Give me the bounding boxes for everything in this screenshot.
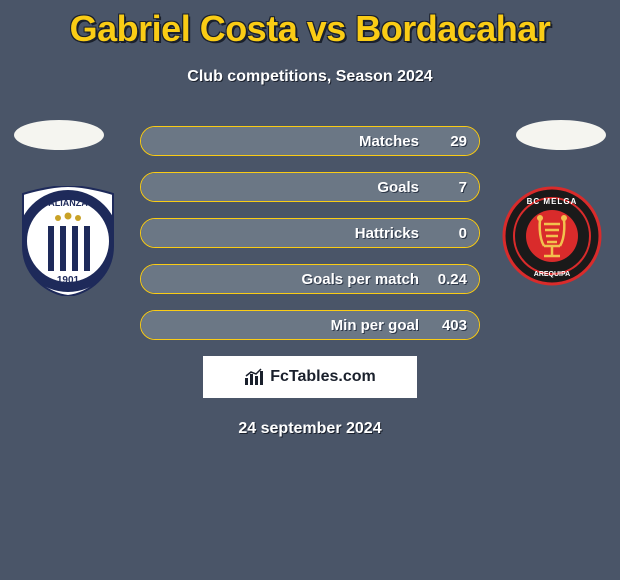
stat-row: Min per goal 403 xyxy=(140,310,480,340)
brand-text: FcTables.com xyxy=(270,368,376,386)
stat-value: 29 xyxy=(450,127,467,155)
club-badge-right: BC MELGA AREQUIPA xyxy=(502,186,602,296)
alianza-lima-crest-icon: ALIANZA CLUB LIMA 1901 xyxy=(18,186,118,296)
fbc-melgar-crest-icon: BC MELGA AREQUIPA xyxy=(502,186,602,296)
stat-value: 403 xyxy=(442,311,467,339)
svg-text:1901: 1901 xyxy=(57,275,80,286)
stat-label: Goals xyxy=(141,173,423,201)
stat-label: Min per goal xyxy=(141,311,423,339)
stat-value: 7 xyxy=(459,173,467,201)
subtitle: Club competitions, Season 2024 xyxy=(0,68,620,86)
svg-text:CLUB: CLUB xyxy=(29,234,36,253)
svg-text:LIMA: LIMA xyxy=(100,235,107,252)
stat-label: Matches xyxy=(141,127,423,155)
player-head-left xyxy=(14,120,104,150)
stat-label: Hattricks xyxy=(141,219,423,247)
comparison-panel: ALIANZA CLUB LIMA 1901 BC MELGA AREQUIPA xyxy=(0,126,620,438)
stat-row: Matches 29 xyxy=(140,126,480,156)
bar-chart-icon xyxy=(244,368,266,386)
stat-row: Goals 7 xyxy=(140,172,480,202)
svg-text:ALIANZA: ALIANZA xyxy=(48,198,88,208)
date-text: 24 september 2024 xyxy=(0,420,620,438)
player-head-right xyxy=(516,120,606,150)
stats-list: Matches 29 Goals 7 Hattricks 0 Goals per… xyxy=(140,126,480,340)
stat-label: Goals per match xyxy=(141,265,423,293)
brand-box: FcTables.com xyxy=(203,356,417,398)
stat-value: 0 xyxy=(459,219,467,247)
svg-text:BC MELGA: BC MELGA xyxy=(527,197,578,206)
stat-value: 0.24 xyxy=(438,265,467,293)
page-title: Gabriel Costa vs Bordacahar xyxy=(0,0,620,50)
stat-row: Goals per match 0.24 xyxy=(140,264,480,294)
stat-row: Hattricks 0 xyxy=(140,218,480,248)
svg-text:AREQUIPA: AREQUIPA xyxy=(534,271,570,278)
club-badge-left: ALIANZA CLUB LIMA 1901 xyxy=(18,186,118,296)
